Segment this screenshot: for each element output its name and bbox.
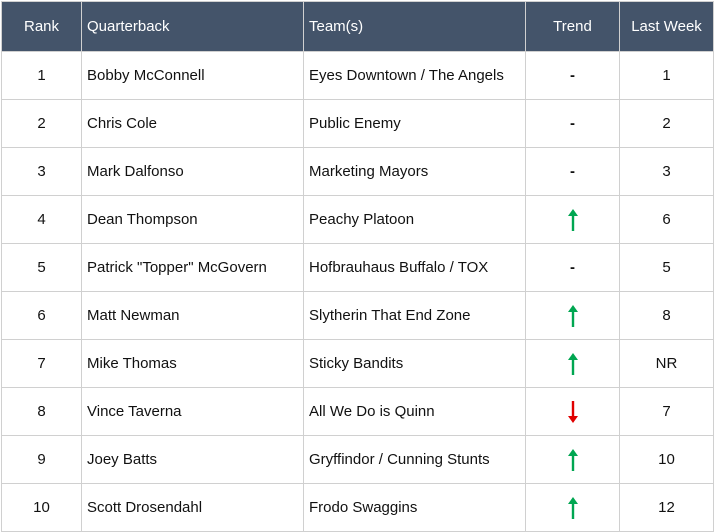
rank-cell: 7 [1,339,82,388]
quarterback-cell: Vince Taverna [81,387,304,436]
trend-cell: - [525,51,620,100]
quarterback-cell: Chris Cole [81,99,304,148]
arrow-up [567,304,578,327]
quarterback-cell: Mark Dalfonso [81,147,304,196]
team-cell: Eyes Downtown / The Angels [303,51,526,100]
table-row: 8 Vince Taverna All We Do is Quinn 7 [1,387,714,436]
quarterback-cell: Dean Thompson [81,195,304,244]
last-week-cell: 1 [619,51,714,100]
team-cell: Hofbrauhaus Buffalo / TOX [303,243,526,292]
header-cell: Rank [1,1,82,52]
rank-cell: 9 [1,435,82,484]
team-cell: Peachy Platoon [303,195,526,244]
rank-cell: 5 [1,243,82,292]
last-week-cell: 2 [619,99,714,148]
table-row: 3 Mark Dalfonso Marketing Mayors -3 [1,147,714,196]
quarterback-cell: Scott Drosendahl [81,483,304,532]
rank-cell: 2 [1,99,82,148]
last-week-cell: 10 [619,435,714,484]
trend-cell [525,339,620,388]
header-cell: Trend [525,1,620,52]
last-week-cell: 8 [619,291,714,340]
rank-cell: 3 [1,147,82,196]
quarterback-cell: Bobby McConnell [81,51,304,100]
quarterback-cell: Matt Newman [81,291,304,340]
header-cell: Quarterback [81,1,304,52]
quarterback-cell: Joey Batts [81,435,304,484]
table-row: 2 Chris Cole Public Enemy -2 [1,99,714,148]
team-cell: All We Do is Quinn [303,387,526,436]
table-body: 1 Bobby McConnell Eyes Downtown / The Ange… [1,51,714,532]
trend-cell: - [525,147,620,196]
trend-cell [525,387,620,436]
table-row: 10 Scott Drosendahl Frodo Swaggins 12 [1,483,714,532]
quarterback-cell: Patrick "Topper" McGovern [81,243,304,292]
team-cell: Marketing Mayors [303,147,526,196]
arrow-up [567,496,578,519]
rank-cell: 8 [1,387,82,436]
last-week-cell: 5 [619,243,714,292]
team-cell: Public Enemy [303,99,526,148]
last-week-cell: 12 [619,483,714,532]
last-week-cell: 6 [619,195,714,244]
table-row: 1 Bobby McConnell Eyes Downtown / The Ange… [1,51,714,100]
table-row: 5 Patrick "Topper" McGovern Hofbrauhaus Bu… [1,243,714,292]
table-row: 7 Mike Thomas Sticky Bandits NR [1,339,714,388]
trend-cell [525,483,620,532]
table-row: 6 Matt Newman Slytherin That End Zone 8 [1,291,714,340]
arrow-up [567,208,578,231]
trend-cell [525,195,620,244]
rank-cell: 6 [1,291,82,340]
rank-cell: 4 [1,195,82,244]
quarterback-cell: Mike Thomas [81,339,304,388]
rank-cell: 1 [1,51,82,100]
last-week-cell: 3 [619,147,714,196]
team-cell: Frodo Swaggins [303,483,526,532]
trend-cell: - [525,99,620,148]
last-week-cell: NR [619,339,714,388]
arrow-down [567,400,578,423]
table-row: 4 Dean Thompson Peachy Platoon 6 [1,195,714,244]
header-cell: Last Week [619,1,714,52]
trend-cell [525,435,620,484]
last-week-cell: 7 [619,387,714,436]
trend-cell: - [525,243,620,292]
table-row: 9 Joey Batts Gryffindor / Cunning Stunts 10 [1,435,714,484]
team-cell: Gryffindor / Cunning Stunts [303,435,526,484]
arrow-up [567,352,578,375]
header-row: Rank Quarterback Team(s) Trend Last Week [1,1,714,52]
team-cell: Slytherin That End Zone [303,291,526,340]
rank-cell: 10 [1,483,82,532]
header-cell: Team(s) [303,1,526,52]
arrow-up [567,448,578,471]
trend-cell [525,291,620,340]
team-cell: Sticky Bandits [303,339,526,388]
